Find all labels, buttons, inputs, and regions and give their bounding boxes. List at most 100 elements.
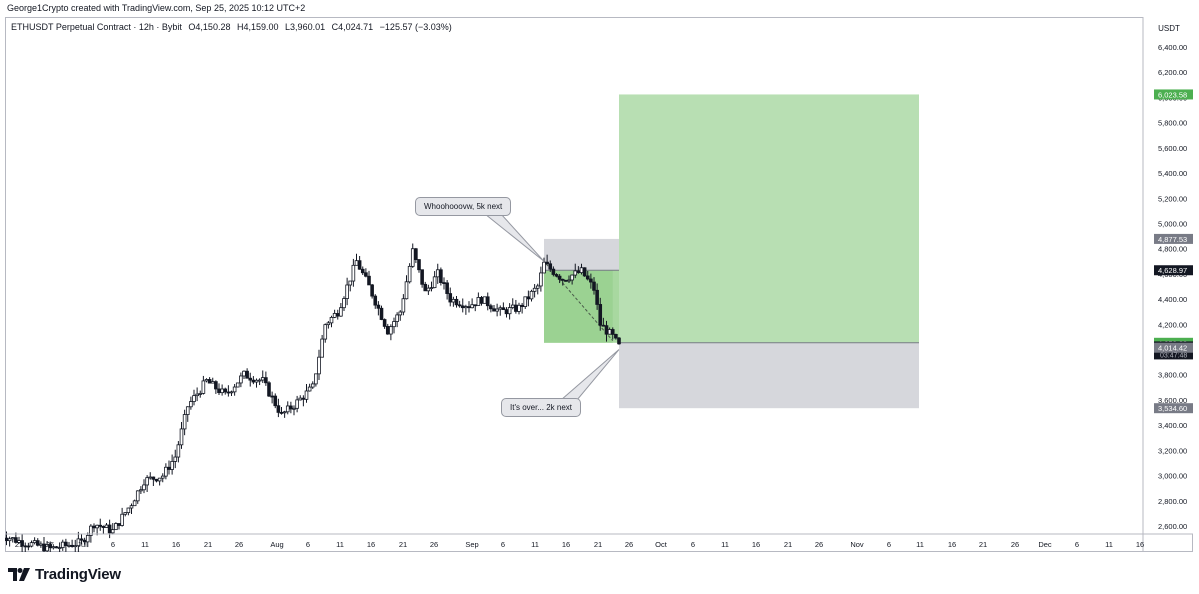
candle [235, 382, 240, 388]
candle [429, 281, 434, 292]
x-tick-label: 6 [501, 540, 505, 549]
x-tick-label: 26 [235, 540, 243, 549]
candle [560, 278, 565, 286]
candle [520, 302, 524, 314]
x-tick-label: 26 [46, 540, 54, 549]
long-profit-zone[interactable] [619, 94, 919, 343]
candle [98, 518, 103, 531]
y-tick-label: 3,200.00 [1158, 446, 1187, 455]
callout-2k[interactable]: It's over... 2k next [501, 398, 581, 417]
candle [110, 523, 115, 535]
candle [335, 309, 340, 320]
candle [526, 290, 531, 307]
candle [164, 463, 168, 480]
candle [457, 300, 462, 308]
tradingview-logo: TradingView [8, 566, 121, 583]
candle [295, 395, 299, 413]
x-tick-label: 16 [172, 540, 180, 549]
candle [420, 269, 424, 288]
candle [160, 473, 165, 483]
candle [145, 475, 149, 492]
x-tick-label: 11 [916, 540, 924, 549]
candle [514, 299, 518, 314]
candle [248, 372, 253, 387]
candle [314, 373, 318, 387]
y-tick-label: 3,600.00 [1158, 396, 1187, 405]
candle [279, 407, 284, 415]
price-chart[interactable]: USDT 2,600.00 2,800.00 3,000.00 3,200.00 3,4… [5, 17, 1193, 552]
x-tick-label: 26 [1011, 540, 1019, 549]
y-tick-label: 3,800.00 [1158, 371, 1187, 380]
candle [239, 372, 243, 388]
price-label: 4,628.97 [1154, 265, 1193, 276]
candle [254, 378, 259, 388]
candle [492, 305, 496, 312]
candle [167, 460, 171, 475]
svg-text:4,628.97: 4,628.97 [1158, 266, 1187, 275]
candle [176, 441, 181, 463]
candle [417, 259, 421, 273]
y-tick-label: 5,200.00 [1158, 194, 1187, 203]
candle [529, 289, 534, 302]
candle [117, 523, 121, 530]
candle [329, 315, 334, 328]
candle [64, 538, 68, 552]
callout-5k-pointer [483, 213, 545, 262]
price-axis[interactable] [1143, 17, 1193, 534]
candle [451, 296, 456, 307]
x-tick-label: 26 [815, 540, 823, 549]
candle [339, 303, 343, 317]
tradingview-logo-text: TradingView [35, 566, 121, 583]
candle [504, 307, 509, 318]
callout-5k[interactable]: Whoohooovw, 5k next [415, 197, 512, 216]
candle [410, 243, 415, 268]
price-label: 4,014.42 [1154, 342, 1193, 353]
candle [304, 383, 309, 403]
candle [610, 327, 615, 340]
candle [582, 267, 587, 277]
ohlc-close: C4,024.71 [331, 22, 374, 32]
candle [404, 275, 409, 300]
candle [195, 387, 199, 402]
x-tick-label: 11 [141, 540, 149, 549]
long-stop-zone[interactable] [619, 342, 919, 409]
candle [482, 296, 487, 304]
candle [307, 383, 312, 392]
candle [379, 305, 384, 321]
candle [360, 266, 365, 276]
x-tick-label: 6 [111, 540, 115, 549]
y-tick-label: 4,400.00 [1158, 295, 1187, 304]
candle [54, 546, 59, 549]
candle [264, 371, 268, 386]
symbol-name[interactable]: ETHUSDT Perpetual Contract · 12h · Bybit [11, 22, 182, 32]
candle [101, 525, 106, 534]
x-tick-label: 6 [887, 540, 891, 549]
candle [532, 284, 537, 298]
candle [370, 283, 374, 299]
candle [460, 298, 465, 313]
short-progress-zone [544, 270, 613, 343]
candle [107, 519, 112, 539]
candle [442, 277, 446, 290]
candle [76, 531, 81, 552]
short-trade-path [545, 263, 614, 342]
candle [120, 507, 124, 527]
candle [7, 536, 12, 547]
candle [470, 298, 474, 309]
x-tick-label: Dec [1038, 540, 1052, 549]
candle [510, 298, 515, 310]
candle [467, 301, 471, 313]
candle [357, 256, 362, 270]
candle [192, 389, 196, 406]
x-tick-label: 21 [15, 540, 23, 549]
candle [114, 522, 118, 531]
x-tick-label: Nov [850, 540, 864, 549]
x-tick-label: 6 [1075, 540, 1079, 549]
candle [479, 296, 484, 306]
candle [226, 385, 231, 397]
candle [567, 275, 571, 284]
candle [592, 277, 596, 295]
candle [401, 294, 406, 316]
tradingview-logo-icon [8, 568, 30, 581]
candle [92, 523, 96, 533]
